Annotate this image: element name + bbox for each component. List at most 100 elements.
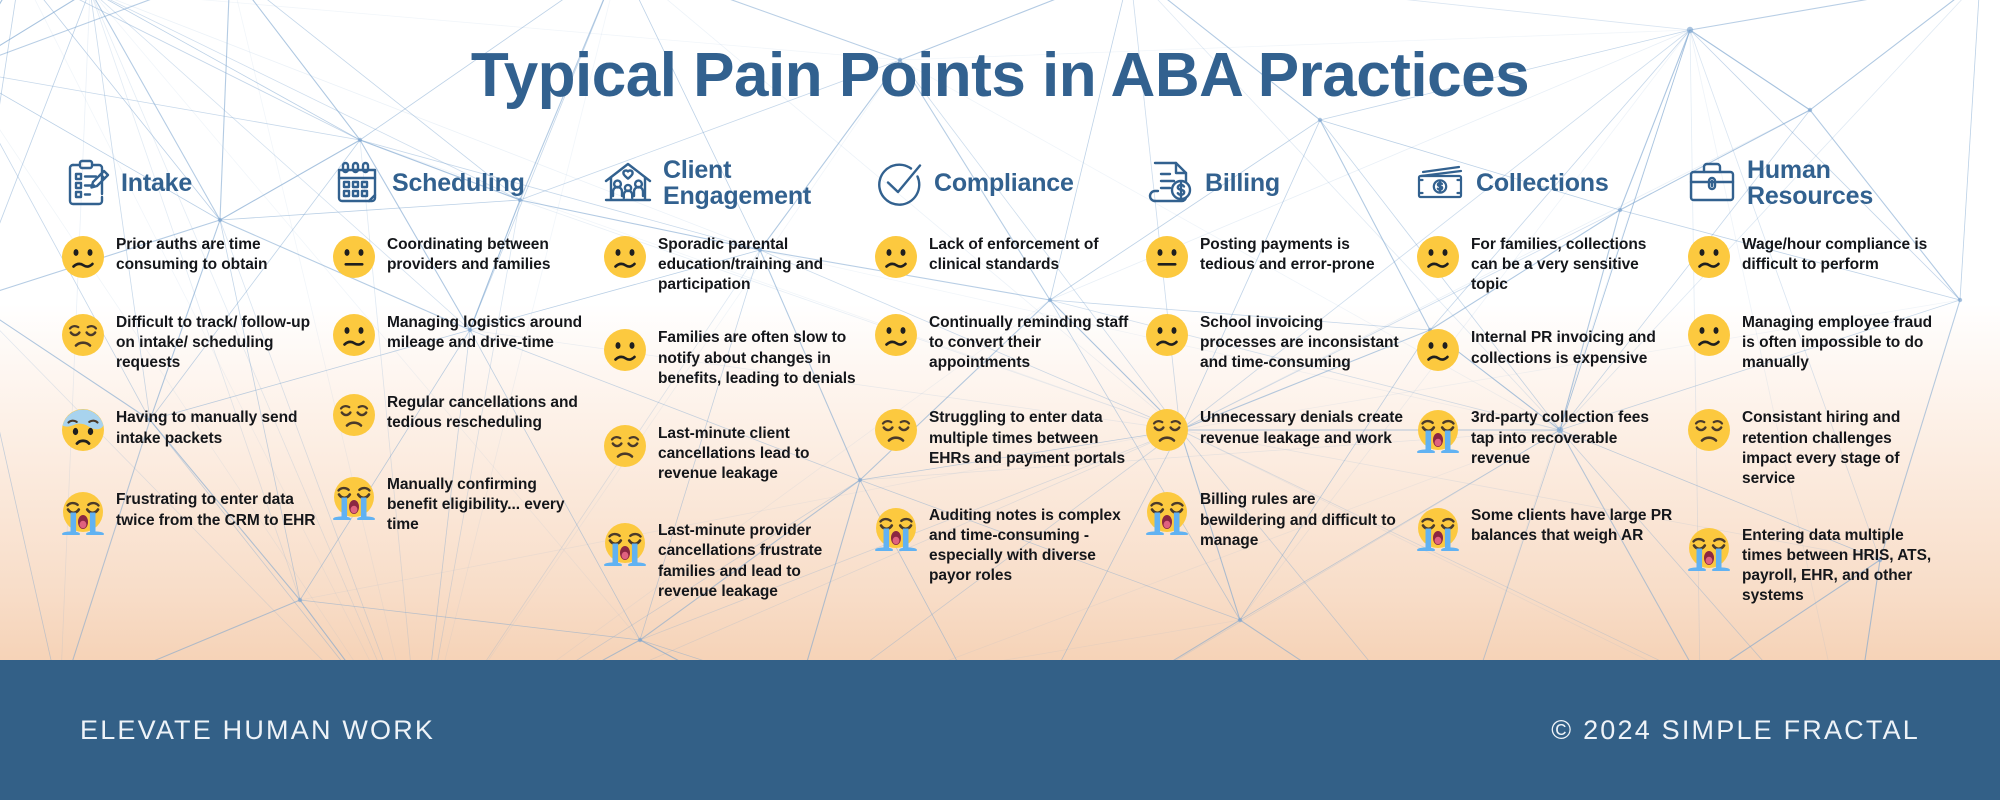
footer-bar: ELEVATE HUMAN WORK © 2024 SIMPLE FRACTAL (0, 660, 2000, 800)
column-title: Scheduling (392, 168, 525, 197)
pain-point-text: Managing logistics around mileage and dr… (387, 314, 583, 352)
pain-point-item: 3rd-party collection fees tap into recov… (1415, 405, 1674, 468)
pain-point-item: For families, collections can be a very … (1415, 232, 1674, 295)
pain-point-columns: Intake Prior auths are time consuming to… (60, 152, 1960, 621)
pain-point-item: Manually confirming benefit eligibility.… (331, 472, 590, 535)
pain-point-text: Families are often slow to notify about … (658, 329, 856, 387)
pain-point-text: Manually confirming benefit eligibility.… (387, 476, 565, 534)
confused-face-emoji (602, 234, 648, 280)
confused-face-emoji (873, 312, 919, 358)
confused-face-emoji (60, 234, 106, 280)
confused-face-emoji (873, 234, 919, 280)
page-title: Typical Pain Points in ABA Practices (470, 41, 1530, 110)
footer-tagline: ELEVATE HUMAN WORK (80, 714, 436, 745)
pain-point-text: Prior auths are time consuming to obtain (116, 236, 268, 274)
loudly-crying-face-emoji (1415, 505, 1461, 551)
column-header: Compliance (873, 152, 1132, 214)
column-header: Intake (60, 152, 319, 214)
pain-point-list: For families, collections can be a very … (1415, 224, 1674, 565)
column-title: Human Resources (1747, 155, 1874, 210)
sad-pensive-face-emoji (60, 312, 106, 358)
anxious-face-with-sweat-emoji (60, 407, 106, 453)
pain-point-list: Prior auths are time consuming to obtain… (60, 224, 319, 549)
pain-point-text: Wage/hour compliance is difficult to per… (1742, 236, 1928, 274)
pain-point-item: School invoicing processes are inconsist… (1144, 310, 1403, 373)
column-title: Collections (1476, 168, 1609, 197)
pain-point-text: For families, collections can be a very … (1471, 236, 1647, 294)
column-header: Collections (1415, 152, 1674, 214)
sad-pensive-face-emoji (331, 392, 377, 438)
confused-face-emoji (1144, 312, 1190, 358)
pain-point-item: Unnecessary denials create revenue leaka… (1144, 405, 1403, 453)
calendar-icon (331, 157, 383, 209)
pain-point-item: Consistant hiring and retention challeng… (1686, 405, 1945, 489)
pain-point-list: Sporadic parental education/training and… (602, 224, 861, 616)
footer-copyright: © 2024 SIMPLE FRACTAL (1551, 714, 1920, 745)
column-header: Billing (1144, 152, 1403, 214)
pain-point-text: Struggling to enter data multiple times … (929, 409, 1126, 467)
pain-point-text: Having to manually send intake packets (116, 409, 298, 447)
pain-point-item: Managing employee fraud is often impossi… (1686, 310, 1945, 373)
column-title: Intake (121, 168, 193, 197)
pain-point-text: Frustrating to enter data twice from the… (116, 491, 316, 529)
pain-point-list: Coordinating between providers and famil… (331, 224, 590, 549)
confused-face-emoji (1686, 234, 1732, 280)
pain-point-column: Compliance Lack of enforcement of clinic… (873, 152, 1144, 621)
pain-point-item: Frustrating to enter data twice from the… (60, 487, 319, 536)
pain-point-item: Prior auths are time consuming to obtain (60, 232, 319, 280)
pain-point-text: Sporadic parental education/training and… (658, 236, 824, 294)
pain-point-text: Managing employee fraud is often impossi… (1742, 314, 1933, 372)
column-header: Scheduling (331, 152, 590, 214)
sad-pensive-face-emoji (602, 423, 648, 469)
pain-point-text: Some clients have large PR balances that… (1471, 506, 1673, 544)
loudly-crying-face-emoji (602, 520, 648, 567)
pain-point-item: Continually reminding staff to convert t… (873, 310, 1132, 373)
pain-point-item: Last-minute provider cancellations frust… (602, 518, 861, 602)
pain-point-item: Billing rules are bewildering and diffic… (1144, 487, 1403, 550)
column-title: Billing (1205, 168, 1280, 197)
pain-point-text: Posting payments is tedious and error-pr… (1200, 236, 1375, 274)
pain-point-text: Last-minute client cancellations lead to… (658, 424, 810, 483)
pain-point-list: Wage/hour compliance is difficult to per… (1686, 224, 1945, 621)
pain-point-item: Lack of enforcement of clinical standard… (873, 232, 1132, 280)
confused-face-emoji (331, 312, 377, 358)
loudly-crying-face-emoji (1686, 525, 1732, 571)
pain-point-item: Some clients have large PR balances that… (1415, 503, 1674, 551)
neutral-face-emoji (1144, 234, 1190, 280)
confused-face-emoji (1415, 234, 1461, 280)
pain-point-item: Auditing notes is complex and time-consu… (873, 503, 1132, 587)
neutral-face-emoji (331, 234, 377, 280)
pain-point-text: Auditing notes is complex and time-consu… (929, 506, 1121, 585)
pain-point-item: Regular cancellations and tedious resche… (331, 390, 590, 438)
pain-point-column: Collections For families, collections ca… (1415, 152, 1686, 621)
loudly-crying-face-emoji (331, 474, 377, 520)
pain-point-item: Having to manually send intake packets (60, 405, 319, 453)
loudly-crying-face-emoji (873, 505, 919, 551)
pain-point-text: Internal PR invoicing and collections is… (1471, 329, 1656, 367)
confused-face-emoji (1415, 327, 1461, 373)
check-circle-icon (873, 157, 925, 209)
pain-point-item: Entering data multiple times between HRI… (1686, 523, 1945, 607)
pain-point-text: Lack of enforcement of clinical standard… (929, 236, 1099, 274)
column-title: Client Engagement (663, 155, 812, 210)
pain-point-text: Consistant hiring and retention challeng… (1742, 409, 1901, 487)
sad-pensive-face-emoji (1686, 407, 1732, 453)
pain-point-item: Sporadic parental education/training and… (602, 232, 861, 295)
pain-point-text: Entering data multiple times between HRI… (1742, 526, 1932, 605)
loudly-crying-face-emoji (1415, 407, 1461, 454)
pain-point-text: School invoicing processes are inconsist… (1200, 314, 1399, 372)
invoice-dollar-icon (1144, 157, 1196, 209)
pain-point-item: Wage/hour compliance is difficult to per… (1686, 232, 1945, 280)
pain-point-item: Struggling to enter data multiple times … (873, 405, 1132, 468)
pain-point-text: Regular cancellations and tedious resche… (387, 394, 578, 432)
pain-point-item: Managing logistics around mileage and dr… (331, 310, 590, 358)
pain-point-item: Families are often slow to notify about … (602, 325, 861, 388)
family-home-heart-icon (602, 157, 654, 209)
pain-point-column: Intake Prior auths are time consuming to… (60, 152, 331, 621)
pain-point-text: 3rd-party collection fees tap into recov… (1471, 409, 1649, 467)
pain-point-column: Scheduling Coordinating between provider… (331, 152, 602, 621)
loudly-crying-face-emoji (60, 489, 106, 536)
pain-point-item: Difficult to track/ follow-up on intake/… (60, 310, 319, 373)
pain-point-item: Last-minute client cancellations lead to… (602, 421, 861, 484)
